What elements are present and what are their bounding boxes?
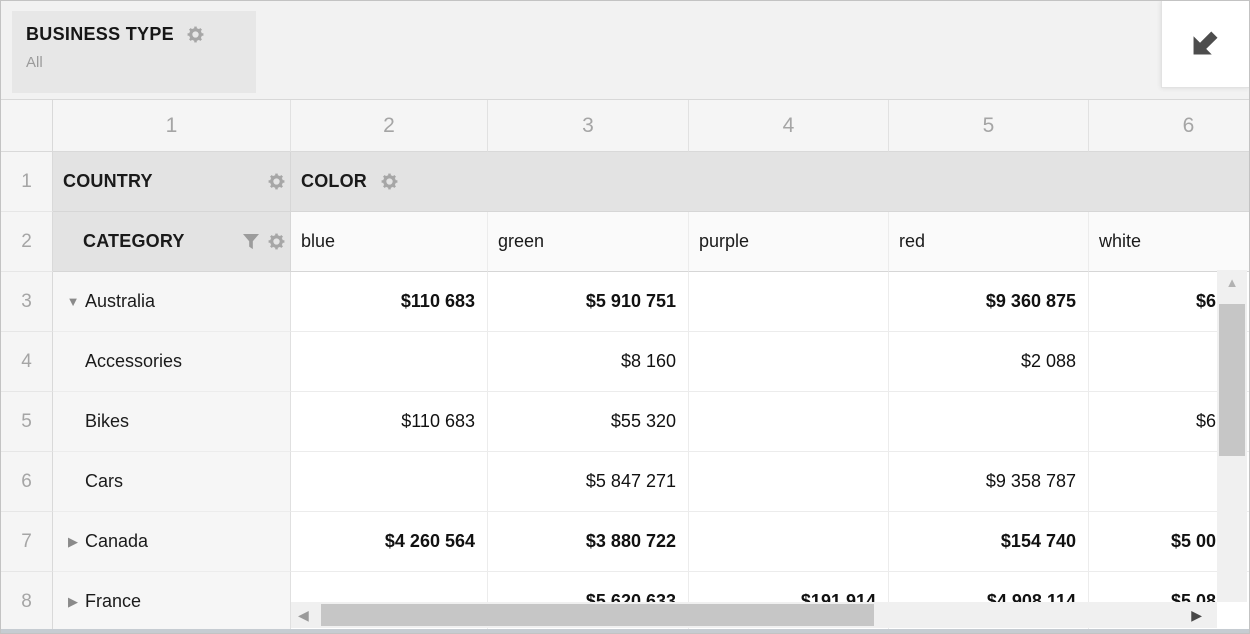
scroll-left-icon[interactable]: ◀ bbox=[298, 606, 309, 623]
row-member-label: Accessories bbox=[85, 351, 183, 371]
row-number: 1 bbox=[1, 152, 53, 212]
column-header-cell[interactable]: 5 bbox=[889, 100, 1089, 152]
value-cell[interactable]: $154 740 bbox=[889, 512, 1089, 572]
table-row: 6 Cars $5 847 271 $9 358 787 bbox=[1, 452, 1249, 512]
row-number: 3 bbox=[1, 272, 53, 332]
gear-icon[interactable] bbox=[376, 172, 403, 191]
value-cell[interactable] bbox=[689, 272, 889, 332]
value-cell[interactable]: $5 847 271 bbox=[488, 452, 689, 512]
country-label: COUNTRY bbox=[63, 171, 153, 191]
expand-toggle-icon[interactable]: ▶ bbox=[68, 593, 78, 609]
value-cell[interactable]: $2 088 bbox=[889, 332, 1089, 392]
value-cell[interactable]: $55 320 bbox=[488, 392, 689, 452]
gear-icon[interactable] bbox=[182, 25, 209, 44]
vertical-scrollbar[interactable]: ▲ ▼ bbox=[1217, 270, 1247, 633]
column-member-cell[interactable]: red bbox=[889, 212, 1089, 272]
report-filter-business-type[interactable]: BUSINESS TYPE All bbox=[12, 11, 256, 93]
value-cell[interactable]: $4 260 564 bbox=[291, 512, 488, 572]
expand-toggle-icon[interactable]: ▶ bbox=[68, 533, 78, 549]
collapse-toggle-icon[interactable]: ▼ bbox=[66, 294, 80, 309]
row-number: 5 bbox=[1, 392, 53, 452]
column-header-cell[interactable]: 4 bbox=[689, 100, 889, 152]
gear-icon[interactable] bbox=[263, 172, 290, 191]
grid-corner-cell bbox=[1, 100, 53, 152]
value-cell[interactable] bbox=[689, 452, 889, 512]
value-cell[interactable] bbox=[689, 512, 889, 572]
scroll-right-icon[interactable]: ▶ bbox=[1191, 606, 1202, 623]
hierarchy-cell[interactable]: Cars bbox=[53, 452, 291, 512]
row-member-label: Canada bbox=[85, 531, 149, 551]
row-number: 8 bbox=[1, 572, 53, 632]
column-header-cell[interactable]: 1 bbox=[53, 100, 291, 152]
hierarchy-cell[interactable]: ▼ Australia bbox=[53, 272, 291, 332]
axis-header-row: 1 COUNTRY COLOR bbox=[1, 152, 1249, 212]
filter-title: BUSINESS TYPE bbox=[26, 24, 242, 45]
row-member-label: Australia bbox=[85, 291, 156, 311]
column-header-cell[interactable]: 2 bbox=[291, 100, 488, 152]
value-cell[interactable]: $8 160 bbox=[488, 332, 689, 392]
value-cell[interactable] bbox=[689, 392, 889, 452]
hierarchy-cell[interactable]: ▶ France bbox=[53, 572, 291, 632]
row-member-label: Cars bbox=[85, 471, 124, 491]
column-member-cell[interactable]: green bbox=[488, 212, 689, 272]
bottom-edge bbox=[1, 629, 1249, 633]
column-member-cell[interactable]: purple bbox=[689, 212, 889, 272]
category-field-header[interactable]: CATEGORY bbox=[53, 212, 291, 272]
country-field-header[interactable]: COUNTRY bbox=[53, 152, 291, 212]
row-number: 4 bbox=[1, 332, 53, 392]
table-row: 3 ▼ Australia $110 683 $5 910 751 $9 360 875 $… bbox=[1, 272, 1249, 332]
column-header-cell[interactable]: 6 bbox=[1089, 100, 1249, 152]
row-number: 6 bbox=[1, 452, 53, 512]
scrollbar-corner bbox=[1217, 602, 1249, 633]
table-row: 5 Bikes $110 683 $55 320 $6 bbox=[1, 392, 1249, 452]
filter-icon[interactable] bbox=[239, 233, 263, 250]
horizontal-scrollbar[interactable]: ◀ ▶ bbox=[291, 602, 1217, 628]
filter-label: BUSINESS TYPE bbox=[26, 24, 174, 44]
hierarchy-cell[interactable]: Bikes bbox=[53, 392, 291, 452]
data-rows-container: 3 ▼ Australia $110 683 $5 910 751 $9 360 875 $… bbox=[1, 272, 1249, 632]
value-cell[interactable] bbox=[689, 332, 889, 392]
hierarchy-cell[interactable]: ▶ Canada bbox=[53, 512, 291, 572]
color-label: COLOR bbox=[301, 171, 367, 191]
scroll-up-icon[interactable]: ▲ bbox=[1225, 275, 1239, 290]
category-member-row: 2 CATEGORY blue green purple red white bbox=[1, 212, 1249, 272]
toolbar: BUSINESS TYPE All bbox=[1, 1, 1249, 100]
row-number: 2 bbox=[1, 212, 53, 272]
hierarchy-cell[interactable]: Accessories bbox=[53, 332, 291, 392]
table-row: 4 Accessories $8 160 $2 088 bbox=[1, 332, 1249, 392]
minimize-arrow-icon bbox=[1183, 19, 1229, 70]
horizontal-scrollbar-thumb[interactable] bbox=[321, 604, 874, 626]
column-member-cell[interactable]: white bbox=[1089, 212, 1249, 272]
value-cell[interactable] bbox=[889, 392, 1089, 452]
column-header-cell[interactable]: 3 bbox=[488, 100, 689, 152]
category-label: CATEGORY bbox=[83, 231, 185, 251]
value-cell[interactable]: $9 358 787 bbox=[889, 452, 1089, 512]
value-cell[interactable]: $9 360 875 bbox=[889, 272, 1089, 332]
value-cell[interactable]: $110 683 bbox=[291, 272, 488, 332]
minimize-button[interactable] bbox=[1161, 1, 1249, 88]
value-cell[interactable]: $5 910 751 bbox=[488, 272, 689, 332]
value-cell[interactable] bbox=[291, 452, 488, 512]
row-member-label: Bikes bbox=[85, 411, 130, 431]
color-field-header[interactable]: COLOR bbox=[291, 152, 1249, 212]
value-cell[interactable]: $3 880 722 bbox=[488, 512, 689, 572]
filter-value: All bbox=[26, 54, 43, 71]
value-cell[interactable] bbox=[291, 332, 488, 392]
row-number: 7 bbox=[1, 512, 53, 572]
gear-icon[interactable] bbox=[263, 232, 290, 251]
row-member-label: France bbox=[85, 591, 142, 611]
vertical-scrollbar-thumb[interactable] bbox=[1219, 304, 1245, 456]
table-row: 7 ▶ Canada $4 260 564 $3 880 722 $154 740 $5 0… bbox=[1, 512, 1249, 572]
value-cell[interactable]: $110 683 bbox=[291, 392, 488, 452]
column-member-cell[interactable]: blue bbox=[291, 212, 488, 272]
